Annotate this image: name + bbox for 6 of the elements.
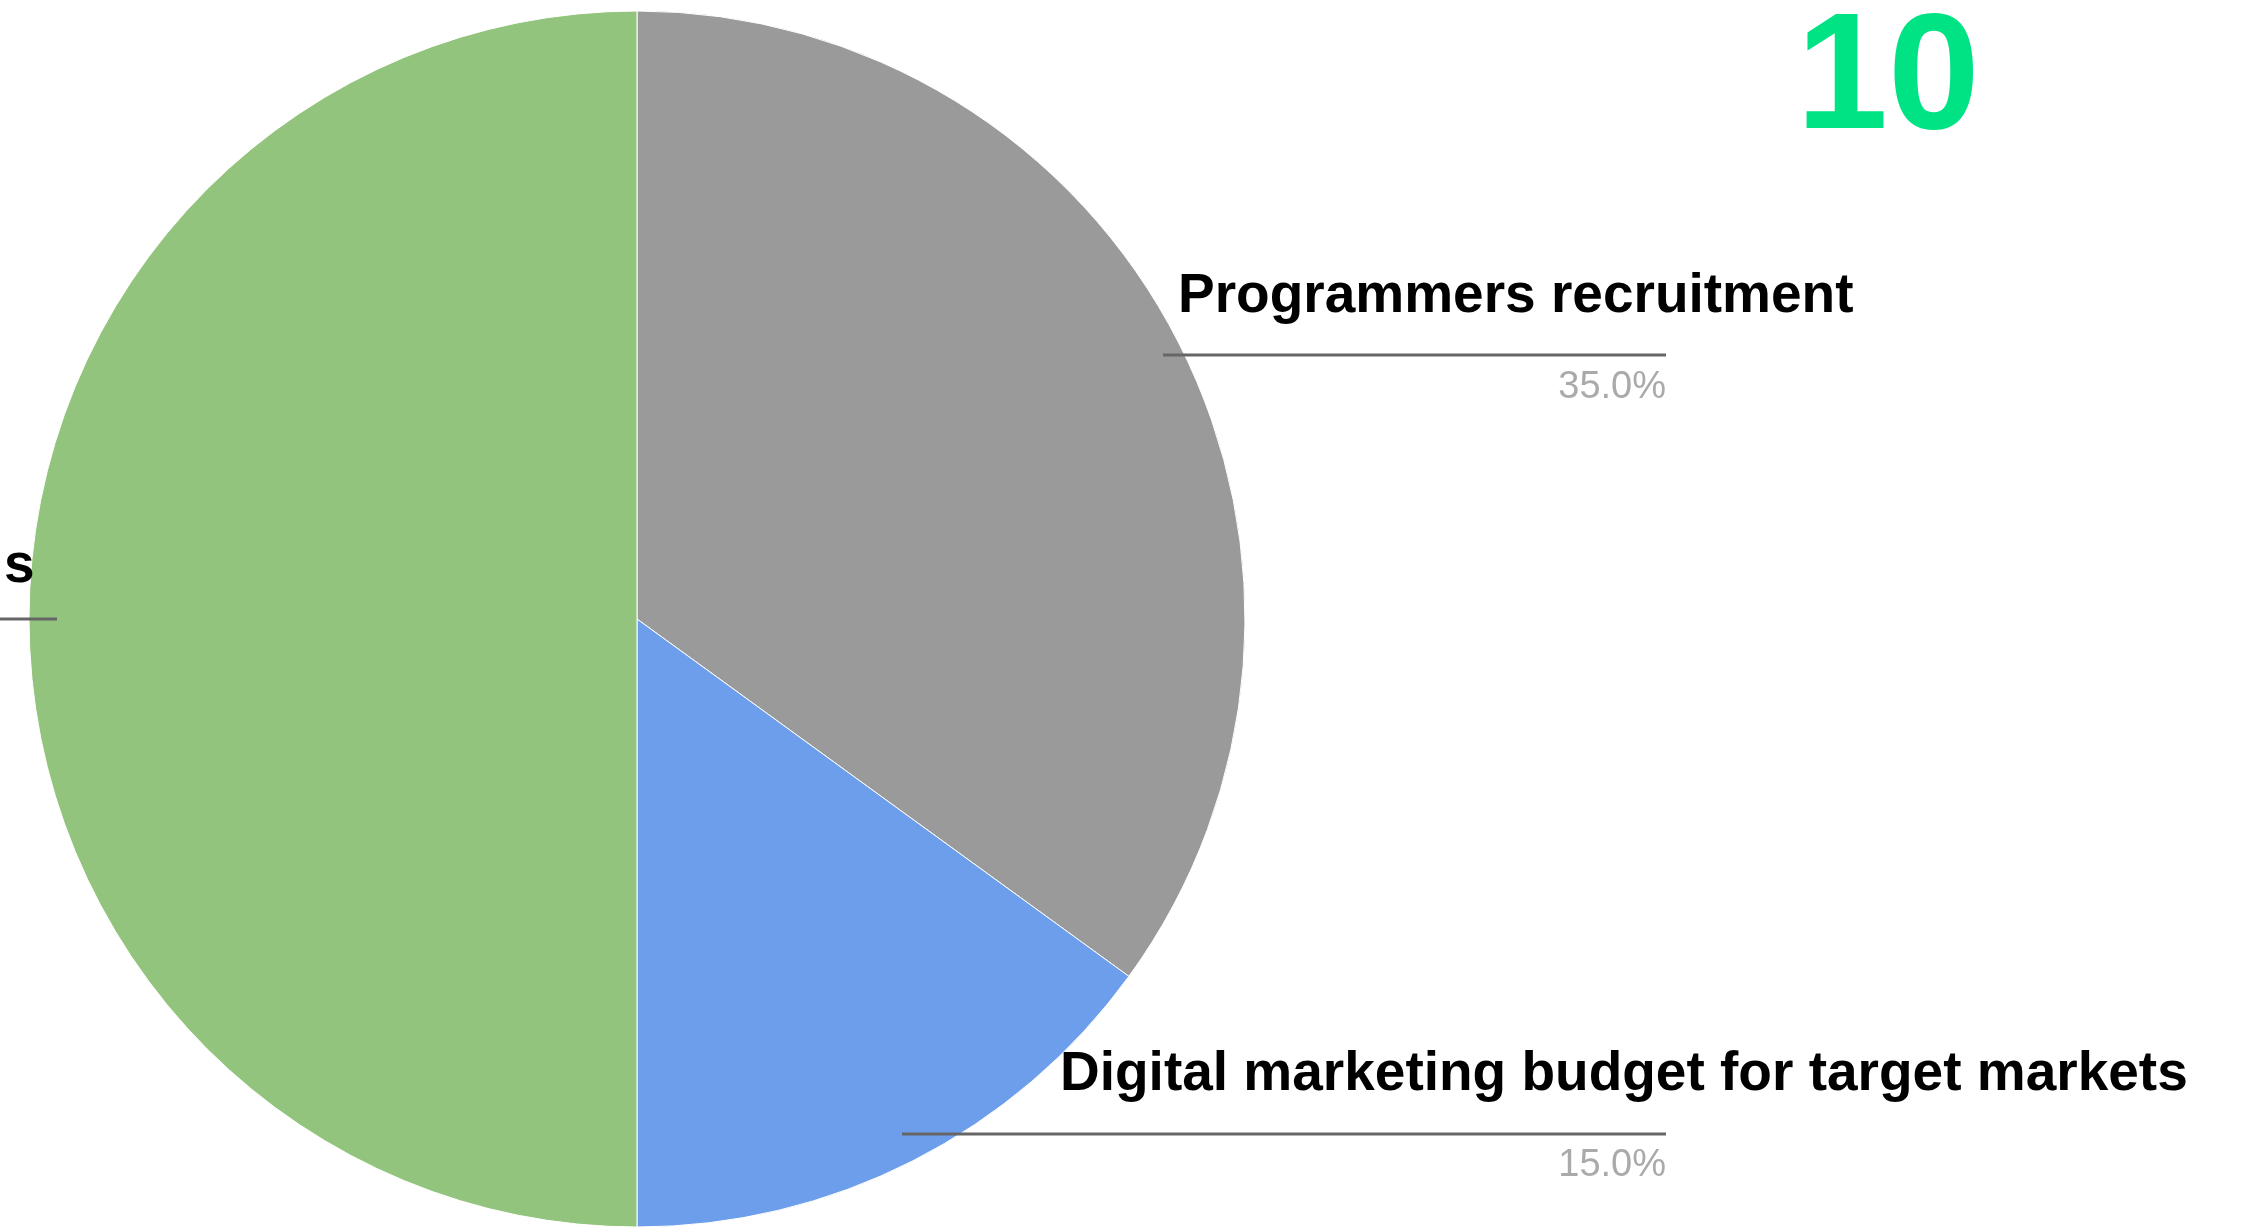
text: 10 bbox=[1796, 0, 1980, 163]
data-label: 35.0% bbox=[1558, 364, 1666, 406]
slice-label: Programmers recruitment bbox=[1178, 262, 1854, 324]
data-label: 15.0% bbox=[1558, 1142, 1666, 1184]
slice-label: Digital marketing budget for target markets bbox=[1060, 1040, 2188, 1102]
slice-label: s bbox=[4, 532, 35, 594]
